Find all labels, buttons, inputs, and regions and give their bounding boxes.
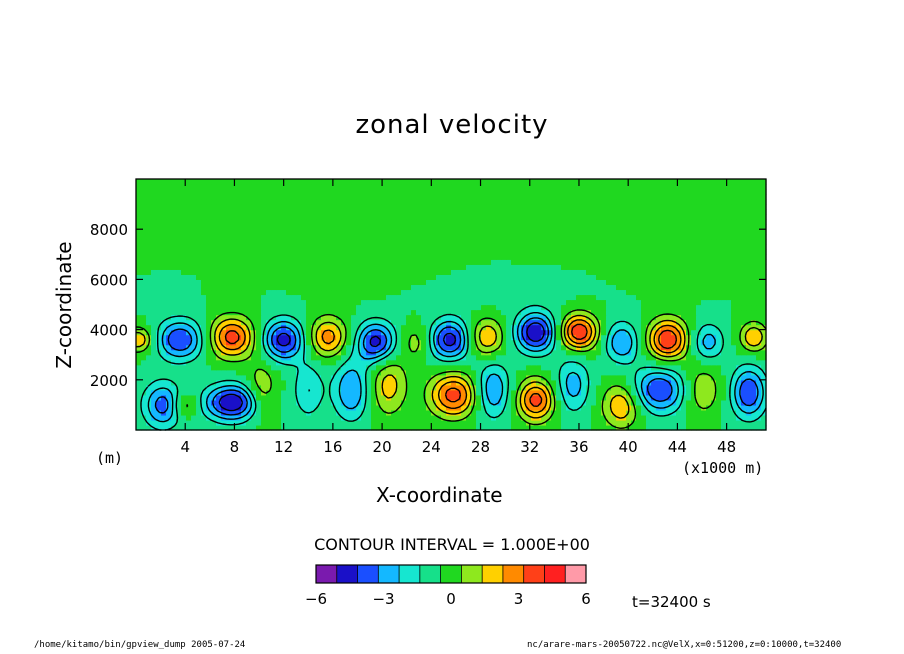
colorbar-frame (315, 564, 587, 584)
colorbar-swatch (378, 565, 400, 583)
colorbar-swatch (544, 565, 566, 583)
x-tick-label: 4 (180, 438, 190, 456)
contour-interval-label: CONTOUR INTERVAL = 1.000E+00 (314, 535, 590, 554)
colorbar-swatch (440, 565, 462, 583)
colorbar-label: −3 (372, 590, 394, 608)
colorbar-swatch (502, 565, 524, 583)
x-unit-label: (x1000 m) (682, 459, 764, 477)
x-axis-label: X-coordinate (376, 483, 503, 507)
y-tick-label: 2000 (90, 372, 128, 390)
y-tick-label: 4000 (90, 322, 128, 340)
chart-title: zonal velocity (355, 110, 549, 140)
x-tick-label: 44 (668, 438, 687, 456)
colorbar-swatch (399, 565, 421, 583)
colorbar-swatch (461, 565, 483, 583)
colorbar-label: 6 (581, 590, 591, 608)
colorbar-swatch (523, 565, 545, 583)
x-tick-label: 48 (717, 438, 736, 456)
colorbar-swatch (336, 565, 358, 583)
time-annotation: t=32400 s (632, 593, 711, 611)
footer-left: /home/kitamo/bin/gpview_dump 2005-07-24 (34, 640, 246, 650)
x-tick-label: 36 (569, 438, 588, 456)
x-tick-label: 8 (230, 438, 240, 456)
colorbar-swatch (316, 565, 338, 583)
colorbar-swatch (565, 565, 587, 583)
y-unit-label: (m) (96, 449, 124, 467)
x-tick-label: 40 (619, 438, 638, 456)
colorbar-swatch (419, 565, 441, 583)
colorbar-swatch (482, 565, 504, 583)
x-tick-label: 16 (323, 438, 342, 456)
colorbar-label: 0 (446, 590, 456, 608)
colorbar-label: 3 (514, 590, 524, 608)
colorbar-label: −6 (305, 590, 327, 608)
x-tick-label: 32 (520, 438, 539, 456)
x-tick-label: 12 (274, 438, 293, 456)
footer-right: nc/arare-mars-20050722.nc@VelX,x=0:51200… (527, 640, 842, 650)
y-tick-label: 8000 (90, 221, 128, 239)
y-tick-label: 6000 (90, 271, 128, 289)
x-tick-label: 24 (422, 438, 441, 456)
colorbar-swatch (357, 565, 379, 583)
y-axis-label: Z-coordinate (52, 241, 76, 369)
x-tick-label: 20 (373, 438, 392, 456)
x-tick-label: 28 (471, 438, 490, 456)
plot-frame (135, 178, 767, 431)
